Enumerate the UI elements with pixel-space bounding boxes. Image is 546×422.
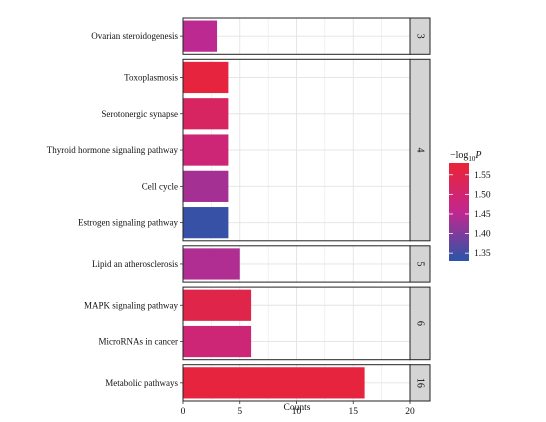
category-label: Serotonergic synapse — [101, 109, 178, 119]
bar — [183, 170, 229, 202]
category-label: Lipid an atherosclerosis — [92, 259, 178, 269]
x-tick-label: 10 — [292, 407, 302, 417]
bar — [183, 134, 229, 166]
facet-panel: MAPK signaling pathway MicroRNAs in cance… — [84, 286, 431, 361]
facet-panel: Toxoplasmosis Serotonergic synapse Thyroid… — [47, 58, 431, 242]
legend-title-var: P — [474, 150, 481, 161]
facet-strip — [409, 245, 431, 283]
legend-ticks: 1.55 1.50 1.45 1.40 1.35 — [449, 171, 491, 259]
bar — [183, 325, 252, 358]
facet-strip-label: 6 — [415, 321, 426, 326]
legend-tick-label: 1.35 — [474, 249, 491, 259]
facet-panel: Ovarian steroidogenesis 3 — [91, 17, 431, 55]
facet-strip-label: 16 — [415, 378, 426, 388]
category-label: Toxoplasmosis — [124, 72, 178, 82]
bar — [183, 20, 218, 52]
x-tick-label: 0 — [181, 407, 186, 417]
legend-colorbar — [449, 163, 469, 261]
bar — [183, 367, 365, 399]
x-axis-label: Counts — [284, 403, 311, 413]
bar — [183, 207, 229, 239]
facet-strip — [409, 17, 431, 55]
facet-panel: Lipid an atherosclerosis 5 — [92, 245, 431, 283]
facet-strip-label: 5 — [415, 261, 426, 266]
category-label: Thyroid hormone signaling pathway — [47, 145, 179, 155]
facet-panel: Metabolic pathways 16 — [105, 364, 431, 402]
x-tick-label: 20 — [405, 407, 415, 417]
facet-strip-label: 4 — [415, 148, 426, 153]
facet-strip-label: 3 — [415, 34, 426, 39]
x-tick-label: 5 — [237, 407, 242, 417]
bar — [183, 98, 229, 130]
legend-title-main: −log — [450, 150, 468, 161]
category-label: Cell cycle — [142, 181, 178, 191]
bar — [183, 61, 229, 94]
category-label: MAPK signaling pathway — [84, 300, 178, 310]
facet-strip — [409, 364, 431, 402]
bar — [183, 248, 240, 280]
x-tick-label: 15 — [349, 407, 359, 417]
facet-panels: Ovarian steroidogenesis 3 Toxoplasmosis Ser… — [47, 17, 431, 402]
category-label: Ovarian steroidogenesis — [91, 31, 178, 41]
category-label: MicroRNAs in cancer — [99, 337, 178, 347]
facet-strip — [409, 58, 431, 242]
legend-tick-label: 1.40 — [474, 230, 491, 240]
category-label: Estrogen signaling pathway — [78, 218, 178, 228]
legend-tick-label: 1.55 — [474, 171, 491, 181]
bar — [183, 289, 252, 321]
legend-tick-label: 1.45 — [474, 210, 491, 220]
facet-strip — [409, 286, 431, 361]
legend-tick-label: 1.50 — [474, 190, 491, 200]
legend-title: −log10P — [450, 150, 482, 163]
color-legend: −log10P 1.55 1.50 1.45 1.40 1.35 — [449, 150, 491, 261]
category-label: Metabolic pathways — [105, 378, 178, 388]
legend-title-sub: 10 — [468, 155, 476, 163]
x-axis: 0 5 10 15 20 — [181, 401, 415, 417]
